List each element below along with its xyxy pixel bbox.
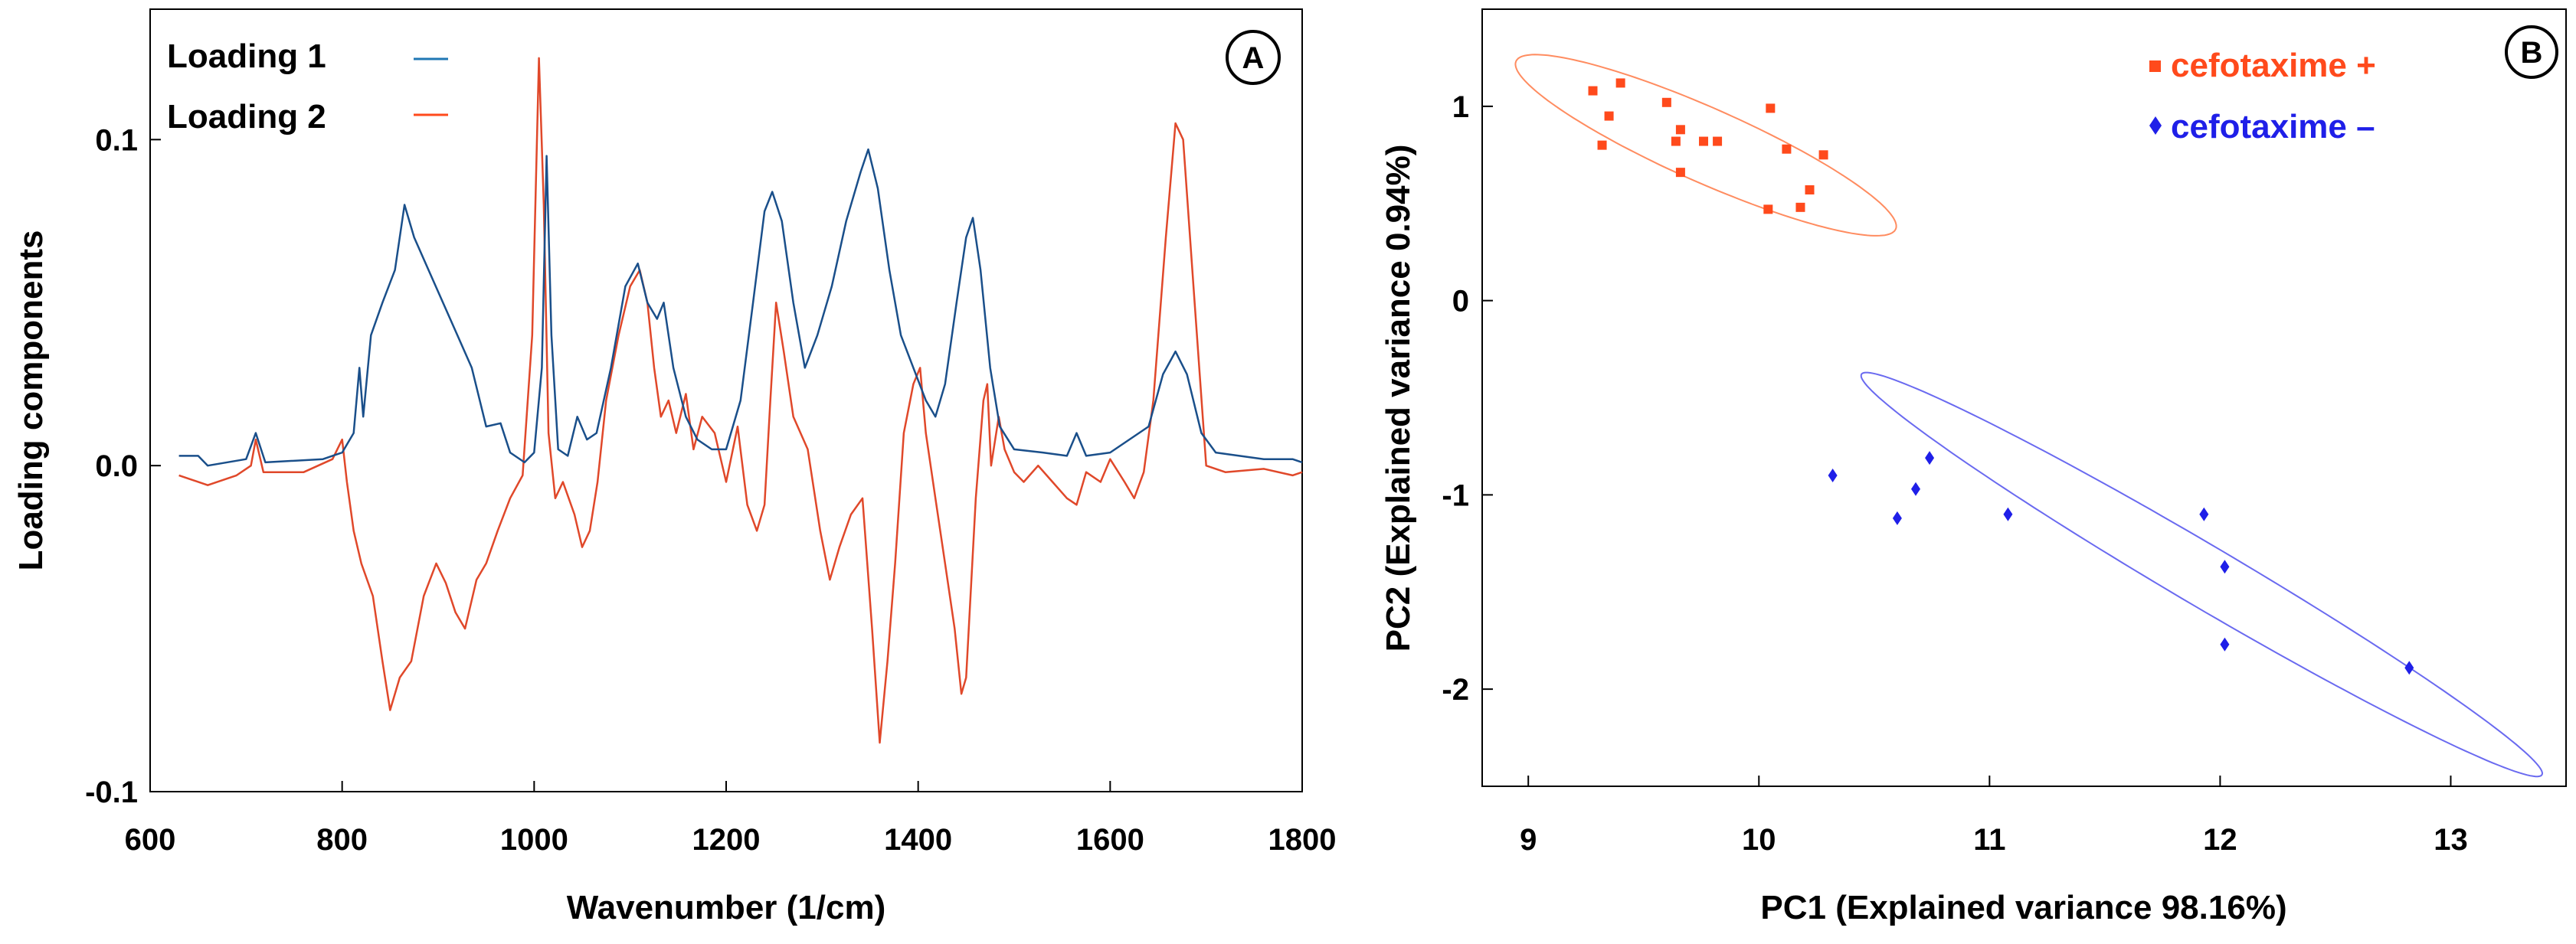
- point-cefotaxime-plus: [1604, 111, 1614, 121]
- panel-a-x-tick-label: 1800: [1268, 823, 1337, 857]
- point-cefotaxime-plus: [1671, 136, 1681, 146]
- point-cefotaxime-minus: [2199, 507, 2209, 521]
- panel-b-y-tick-label: -1: [1442, 479, 1469, 512]
- panel-b-x-axis-title: PC1 (Explained variance 98.16%): [1760, 889, 2286, 926]
- panel-b-x-tick-label: 13: [2434, 823, 2468, 857]
- panel-a-y-tick-label: 0.0: [95, 449, 138, 483]
- point-cefotaxime-plus: [1818, 150, 1828, 160]
- point-cefotaxime-plus: [1588, 86, 1598, 96]
- series-line-loading-2: [178, 57, 1303, 744]
- panel-a-x-tick-label: 1200: [692, 823, 761, 857]
- panel-a-x-tick-label: 1600: [1076, 823, 1144, 857]
- legend-label-loading-2: Loading 2: [167, 98, 326, 136]
- point-cefotaxime-plus: [1805, 185, 1815, 194]
- panel-b-y-axis-title: PC2 (Explained variance 0.94%): [1380, 145, 1417, 652]
- point-cefotaxime-plus: [1675, 125, 1685, 135]
- panel-b-y-tick-label: 1: [1452, 90, 1469, 124]
- point-cefotaxime-plus: [1615, 78, 1625, 88]
- point-cefotaxime-minus: [1892, 511, 1902, 525]
- point-cefotaxime-plus: [1766, 103, 1776, 113]
- panel-a-letter-badge: A: [1226, 30, 1281, 85]
- point-cefotaxime-minus: [2220, 637, 2230, 652]
- panel-b-letter-badge: B: [2505, 25, 2558, 79]
- panel-b-confidence-ellipses: [1514, 54, 2544, 778]
- panel-b-x-tick-label: 10: [1742, 823, 1776, 857]
- point-cefotaxime-minus: [2003, 507, 2013, 521]
- panel-b-x-tick-label: 9: [1520, 823, 1537, 857]
- point-cefotaxime-plus: [1763, 204, 1773, 214]
- point-cefotaxime-minus: [1828, 469, 1838, 482]
- panel-a-x-tick-label: 600: [125, 823, 176, 857]
- panel-a-x-tick-label: 1000: [500, 823, 568, 857]
- ellipse-cefotaxime-minus: [1860, 371, 2544, 778]
- point-cefotaxime-plus: [1675, 168, 1685, 178]
- panel-a-y-tick-label: -0.1: [85, 776, 138, 809]
- ellipse-cefotaxime-plus: [1514, 54, 1897, 237]
- point-cefotaxime-plus: [1597, 140, 1607, 150]
- panel-b-points: [1588, 78, 2414, 675]
- point-cefotaxime-plus: [1713, 136, 1723, 146]
- point-cefotaxime-plus: [1699, 136, 1709, 146]
- point-cefotaxime-minus: [1925, 451, 1935, 465]
- legend-label-loading-1: Loading 1: [167, 38, 326, 75]
- legend-marker-cefotaxime-plus: [2149, 60, 2161, 72]
- panel-b-chart: 9 10 11 12 13 -2 -1 0 1 PC1 (Explained variance …: [1380, 8, 2567, 926]
- panel-a-legend: Loading 1 Loading 2: [167, 38, 448, 136]
- panel-b-x-tick-label: 12: [2203, 823, 2237, 857]
- panel-b-y-tick-label: 0: [1452, 285, 1469, 318]
- point-cefotaxime-plus: [1661, 97, 1671, 107]
- panel-a-chart: 600 800 1000 1200 1400 1600 1800 -0.1 0.0 0.1 Wav…: [12, 8, 1336, 926]
- point-cefotaxime-minus: [1911, 482, 1920, 496]
- panel-b-ticks: 9 10 11 12 13 -2 -1 0 1: [1442, 90, 2467, 857]
- point-cefotaxime-minus: [2404, 661, 2414, 675]
- panel-a-x-axis-title: Wavenumber (1/cm): [567, 889, 885, 926]
- point-cefotaxime-minus: [2220, 560, 2230, 574]
- legend-marker-cefotaxime-minus: [2149, 116, 2162, 135]
- panel-a-letter: A: [1242, 41, 1265, 75]
- panel-a-series: [178, 57, 1303, 744]
- panel-a-y-axis-title: Loading components: [12, 230, 50, 571]
- point-cefotaxime-plus: [1782, 144, 1792, 154]
- panel-b-plot-frame: [1481, 8, 2567, 787]
- panel-b-legend: cefotaxime + cefotaxime –: [2149, 47, 2376, 145]
- panel-a-ticks: 600 800 1000 1200 1400 1600 1800 -0.1 0.0 0.1: [85, 123, 1336, 857]
- panel-b-y-tick-label: -2: [1442, 673, 1469, 707]
- series-line-loading-1: [178, 148, 1303, 467]
- point-cefotaxime-plus: [1795, 202, 1805, 212]
- panel-a-x-tick-label: 800: [316, 823, 368, 857]
- legend-label-cefotaxime-minus: cefotaxime –: [2171, 108, 2375, 145]
- panel-a-y-tick-label: 0.1: [95, 123, 138, 157]
- panel-a-x-tick-label: 1400: [884, 823, 952, 857]
- panel-b-letter: B: [2521, 36, 2543, 70]
- legend-label-cefotaxime-plus: cefotaxime +: [2171, 47, 2376, 84]
- panel-b-x-tick-label: 11: [1973, 823, 2005, 857]
